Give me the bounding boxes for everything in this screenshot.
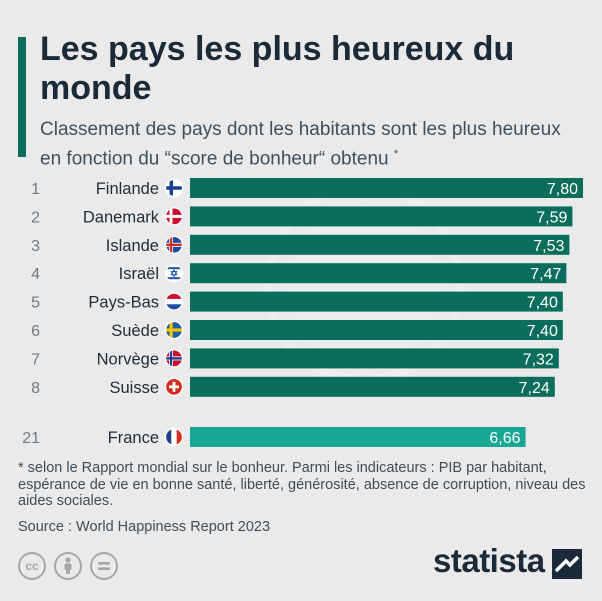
value-label: 6,66 (489, 430, 520, 447)
sweden-flag-icon (164, 320, 184, 340)
cc-label: cc (25, 559, 39, 573)
bar (190, 178, 583, 198)
bar (190, 376, 555, 397)
rank-label: 7 (31, 351, 40, 368)
chart-title: Les pays les plus heureux du monde (40, 30, 515, 107)
value-label: 7,59 (536, 209, 567, 226)
iceland-flag-icon (164, 235, 184, 254)
bar (190, 291, 563, 312)
finland-flag-icon (164, 178, 184, 198)
bar (190, 263, 567, 284)
creative-commons-icon[interactable]: cc (18, 552, 46, 580)
rank-label: 8 (31, 380, 40, 397)
bar-row-suisse: 8 Suisse 7,24 (31, 376, 555, 397)
bar (190, 427, 526, 447)
subtitle-footnote-mark: * (393, 148, 399, 160)
switzerland-flag-icon (164, 377, 184, 396)
bar-row-france: 21 France 6,66 (22, 427, 526, 447)
rank-label: 3 (31, 238, 40, 255)
value-label: 7,40 (527, 323, 558, 340)
rank-label: 4 (31, 266, 40, 283)
denmark-flag-icon (164, 207, 184, 226)
rank-label: 5 (31, 295, 40, 312)
footnote: * selon le Rapport mondial sur le bonheu… (18, 460, 586, 509)
statista-logo-icon (552, 549, 582, 579)
country-label: Finlande (96, 180, 159, 198)
israel-flag-icon (164, 264, 184, 283)
country-label: Suisse (109, 379, 159, 397)
value-label: 7,32 (523, 351, 554, 368)
bar (190, 320, 563, 340)
chart-subtitle: Classement des pays dont les habitants s… (40, 118, 580, 171)
bar (190, 206, 573, 227)
country-label: Pays-Bas (88, 294, 159, 312)
source-text: Source : World Happiness Report 2023 (18, 519, 271, 535)
bar-chart: 1 Finlande 7,80 2 Danemark 7,59 3 Islande 7,53 4 I… (22, 178, 583, 447)
norway-flag-icon (164, 349, 184, 368)
bar-row-pays-bas: 5 Pays-Bas 7,40 (31, 291, 563, 312)
subtitle-text: Classement des pays dont les habitants s… (40, 119, 561, 170)
value-label: 7,40 (527, 295, 558, 312)
value-label: 7,80 (547, 181, 578, 198)
bar (190, 234, 570, 255)
netherlands-flag-icon (164, 292, 184, 311)
country-label: Suède (111, 322, 159, 340)
country-label: Islande (106, 237, 159, 255)
country-label: Israël (119, 265, 159, 283)
attribution-icon[interactable] (54, 552, 82, 580)
value-label: 7,24 (519, 380, 550, 397)
rank-label: 2 (31, 209, 40, 226)
statista-logo[interactable]: statista (433, 542, 545, 579)
france-flag-icon (164, 427, 184, 447)
bar-row-finlande: 1 Finlande 7,80 (31, 178, 583, 198)
country-label: Norvège (97, 350, 159, 368)
title-accent-bar (18, 37, 26, 157)
country-label: France (108, 429, 159, 447)
bar-row-islande: 3 Islande 7,53 (31, 234, 570, 255)
country-label: Danemark (83, 208, 160, 226)
bar-row-danemark: 2 Danemark 7,59 (31, 206, 573, 227)
bar-row-israël: 4 Israël 7,47 (31, 263, 567, 284)
rank-label: 1 (31, 181, 40, 198)
rank-label: 21 (22, 430, 40, 447)
no-derivatives-icon[interactable] (90, 552, 118, 580)
value-label: 7,47 (530, 266, 561, 283)
bar-row-norvège: 7 Norvège 7,32 (31, 348, 559, 369)
bar-row-suède: 6 Suède 7,40 (31, 320, 563, 340)
rank-label: 6 (31, 323, 40, 340)
value-label: 7,53 (533, 238, 564, 255)
bar (190, 348, 559, 369)
